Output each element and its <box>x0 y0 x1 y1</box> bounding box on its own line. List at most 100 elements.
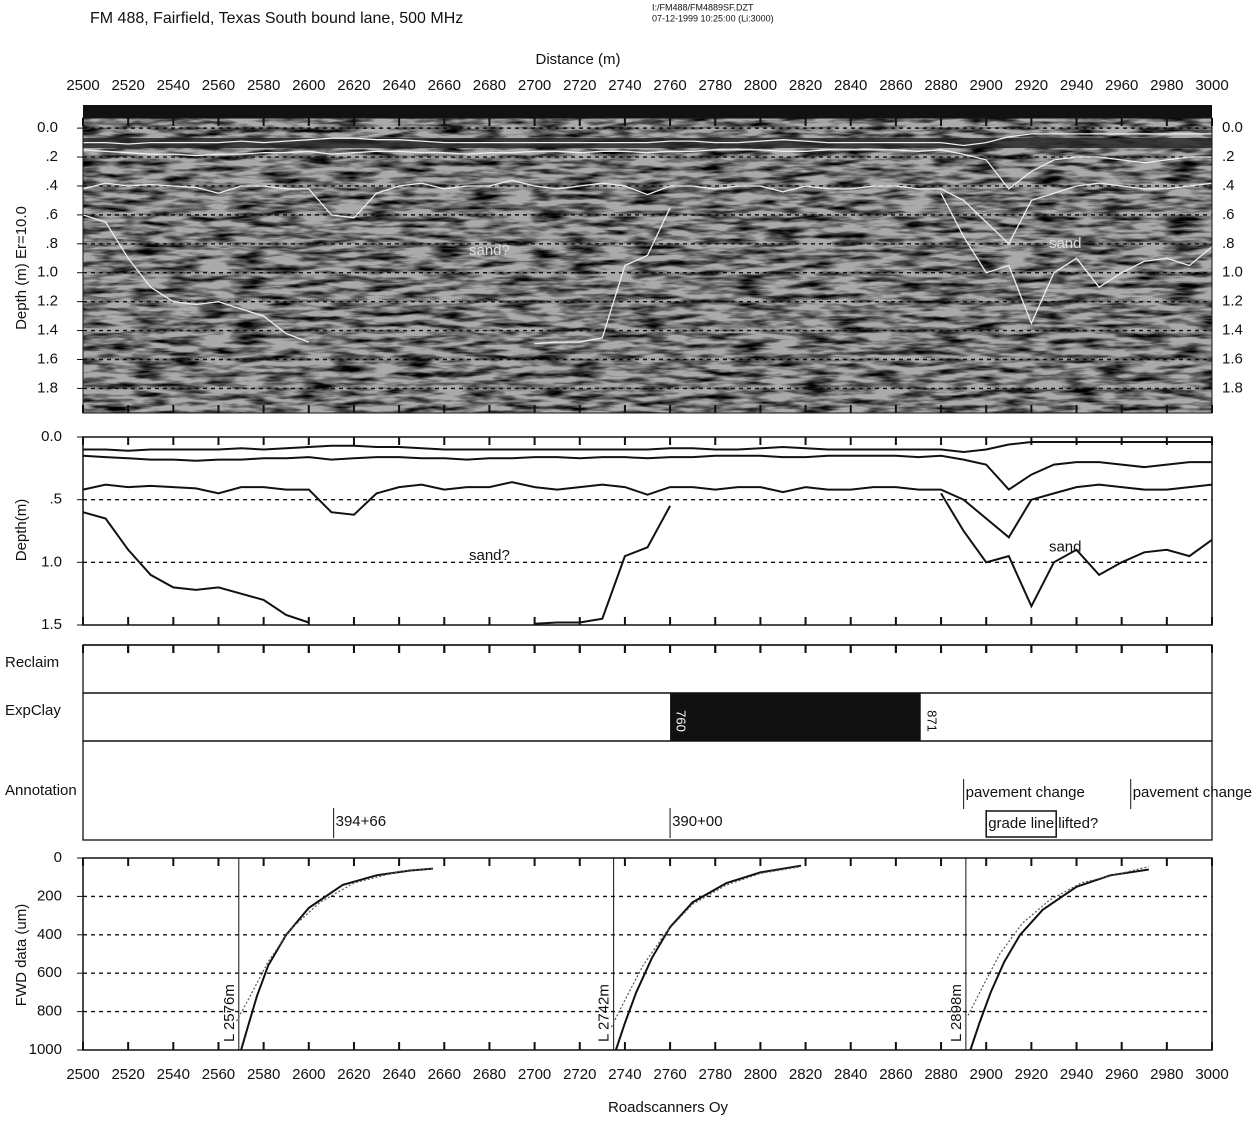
segment-label: 760 <box>674 710 689 732</box>
y-tick-label: .4 <box>45 177 58 194</box>
y-tick-label: 1.2 <box>37 293 58 310</box>
annotation: sand <box>1049 235 1082 252</box>
y-tick-label: .2 <box>1222 148 1235 165</box>
basin-label: L 2576m <box>221 984 238 1042</box>
x-tick-label: 2740 <box>608 77 641 94</box>
y-tick-label: 1.4 <box>37 322 58 339</box>
y-tick-label: 1.5 <box>41 616 62 633</box>
x-tick-label: 2820 <box>789 1066 822 1083</box>
y-tick-label: 200 <box>37 887 62 904</box>
x-tick-label: 2700 <box>518 77 551 94</box>
picked-layer <box>82 149 1212 190</box>
x-tick-label: 2820 <box>789 77 822 94</box>
annotation-text: pavement change <box>966 784 1085 801</box>
layer-line <box>82 481 1213 539</box>
picked-layer <box>83 133 1212 147</box>
x-tick-label: 2840 <box>834 1066 867 1083</box>
x-tick-label: 2960 <box>1105 1066 1138 1083</box>
x-tick-label: 2520 <box>111 77 144 94</box>
x-tick-label: 2620 <box>337 1066 370 1083</box>
file-info: 07-12-1999 10:25:00 (Li:3000) <box>652 13 774 23</box>
frame <box>82 117 1213 414</box>
x-tick-label: 2620 <box>337 77 370 94</box>
annotation-text: pavement change <box>1133 784 1252 801</box>
x-tick-label: 2720 <box>563 77 596 94</box>
title: FM 488, Fairfield, Texas South bound lan… <box>90 10 463 27</box>
x-tick-label: 2980 <box>1150 1066 1183 1083</box>
y-tick-label: 0.0 <box>37 119 58 136</box>
layer-line <box>82 454 1212 491</box>
y-tick-label: .4 <box>1222 177 1235 194</box>
x-tick-label: 2500 <box>66 77 99 94</box>
fwd-basin <box>235 868 434 1022</box>
x-tick-label: 2680 <box>473 1066 506 1083</box>
annotation-text: grade line lifted? <box>988 815 1098 832</box>
annotation: sand <box>1049 538 1082 555</box>
x-tick-label: 2980 <box>1150 77 1183 94</box>
x-tick-label: 2740 <box>608 1066 641 1083</box>
x-tick-label: 2880 <box>924 77 957 94</box>
y-tick-label: 600 <box>37 964 62 981</box>
y-tick-label: 800 <box>37 1003 62 1020</box>
y-tick-label: 1.6 <box>37 350 58 367</box>
layer-line <box>83 441 1212 454</box>
frame <box>82 436 1213 626</box>
x-tick-label: 2900 <box>970 1066 1003 1083</box>
x-tick-label: 2800 <box>744 1066 777 1083</box>
annotation-text: 394+66 <box>336 813 386 830</box>
basin-label: L 2742m <box>596 984 613 1042</box>
annotation: sand? <box>469 242 510 259</box>
y-tick-label: .5 <box>49 491 62 508</box>
x-tick-label: 2500 <box>66 1066 99 1083</box>
x-tick-label: 2520 <box>111 1066 144 1083</box>
picked-layer <box>82 179 1213 245</box>
annotation: sand? <box>469 547 510 564</box>
annotation-text: 390+00 <box>672 813 722 830</box>
x-tick-label: 2860 <box>879 1066 912 1083</box>
fwd-basin <box>614 864 802 1051</box>
y-tick-label: .6 <box>1222 206 1235 223</box>
y-tick-label: 1.8 <box>37 379 58 396</box>
fwd-basin <box>967 866 1149 1016</box>
x-tick-label: 3000 <box>1195 1066 1228 1083</box>
x-tick-label: 2960 <box>1105 77 1138 94</box>
plots: 2500 2520 2540 2560 2580 2600 2620 2640 2660 2680… <box>5 77 1252 1083</box>
y-tick-label: 0.0 <box>41 428 62 445</box>
x-tick-label: 2580 <box>247 77 280 94</box>
y-tick-label: 1.0 <box>41 553 62 570</box>
x-tick-label: 2780 <box>699 77 732 94</box>
x-tick-label: 3000 <box>1195 77 1228 94</box>
x-tick-label: 2860 <box>879 77 912 94</box>
x-tick-label: 2920 <box>1015 77 1048 94</box>
y-tick-label: 1.0 <box>1222 264 1243 281</box>
scan-bar <box>83 105 1212 118</box>
x-axis-title: Distance (m) <box>535 51 620 68</box>
x-tick-label: 2720 <box>563 1066 596 1083</box>
annotation-box <box>985 810 1057 838</box>
fwd-basin <box>240 867 434 1051</box>
x-tick-label: 2640 <box>382 77 415 94</box>
fwd-basin <box>610 866 802 1028</box>
y-axis-title: FWD data (um) <box>13 904 30 1007</box>
segment-label: 871 <box>924 710 939 732</box>
picked-layer <box>82 192 1213 345</box>
x-tick-label: 2880 <box>924 1066 957 1083</box>
track-label: Reclaim <box>5 654 59 671</box>
x-tick-label: 2940 <box>1060 77 1093 94</box>
track-label: Annotation <box>5 782 77 799</box>
x-tick-label: 2640 <box>382 1066 415 1083</box>
x-tick-label: 2540 <box>157 77 190 94</box>
file-info: I:/FM488/FM4889SF.DZT <box>652 2 754 12</box>
x-tick-label: 2780 <box>699 1066 732 1083</box>
x-tick-label: 2600 <box>292 1066 325 1083</box>
y-tick-label: 1.0 <box>37 264 58 281</box>
y-axis-title: Depth(m) <box>13 499 30 562</box>
layer-line <box>82 492 1213 625</box>
y-tick-label: 1000 <box>29 1041 62 1058</box>
x-tick-label: 2660 <box>428 77 461 94</box>
x-tick-label: 2560 <box>202 77 235 94</box>
x-tick-label: 2600 <box>292 77 325 94</box>
x-tick-label: 2700 <box>518 1066 551 1083</box>
y-tick-label: 1.6 <box>1222 350 1243 367</box>
